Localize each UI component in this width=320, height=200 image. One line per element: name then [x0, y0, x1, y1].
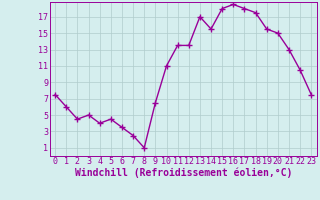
X-axis label: Windchill (Refroidissement éolien,°C): Windchill (Refroidissement éolien,°C) — [75, 168, 292, 178]
